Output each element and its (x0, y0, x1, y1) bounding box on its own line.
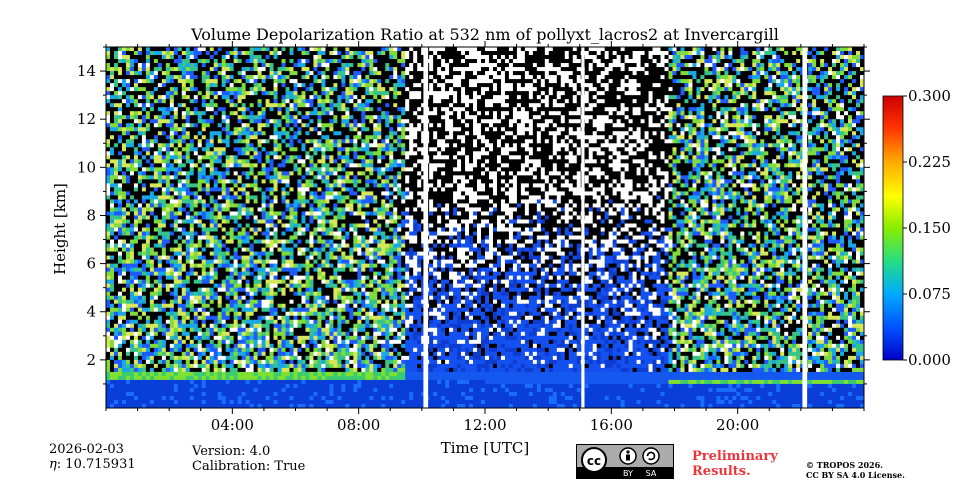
data-gap-3 (802, 47, 807, 408)
x-tick-label-04:00: 04:00 (211, 416, 254, 434)
footer-eta-value: : 10.715931 (57, 457, 136, 472)
colorbar-tick-label-0.300: 0.300 (908, 87, 951, 105)
copyright-line1: © TROPOS 2026. (806, 460, 905, 470)
colorbar-tick-label-0.000: 0.000 (908, 351, 951, 369)
cc-sa-label: SA (646, 469, 657, 478)
colorbar-tick-label-0.150: 0.150 (908, 219, 951, 237)
preliminary-notice: Preliminary Results. (692, 449, 778, 479)
prelim-line1: Preliminary (692, 449, 778, 464)
y-tick-label-12: 12 (77, 110, 96, 128)
x-tick-label-08:00: 08:00 (337, 416, 380, 434)
copyright-line2: CC BY SA 4.0 License. (806, 470, 905, 480)
footer-eta-symbol: η (49, 457, 57, 472)
chart-title: Volume Depolarization Ratio at 532 nm of… (0, 25, 960, 44)
footer-version: Version: 4.0 (192, 444, 305, 459)
y-tick-label-8: 8 (86, 206, 96, 224)
sa-sharealike-icon (643, 448, 659, 464)
x-axis-label: Time [UTC] (441, 439, 530, 457)
footer-version-block: Version: 4.0 Calibration: True (192, 444, 305, 474)
footer-eta: η: 10.715931 (49, 457, 136, 472)
cc-by-label: BY (623, 469, 633, 478)
prelim-line2: Results. (692, 464, 778, 479)
colorbar-ticks: 0.000 0.075 0.150 0.225 0.300 (903, 87, 951, 369)
cc-badge-graphic: cc BY SA (577, 445, 673, 478)
data-gap-1 (423, 47, 428, 408)
x-tick-label-12:00: 12:00 (463, 416, 506, 434)
colorbar (883, 96, 903, 360)
colorbar-tick-label-0.225: 0.225 (908, 153, 951, 171)
y-tick-label-4: 4 (86, 303, 96, 321)
y-tick-label-14: 14 (77, 62, 96, 80)
y-axis-label: Height [km] (51, 183, 69, 275)
x-tick-label-16:00: 16:00 (590, 416, 633, 434)
y-tick-label-10: 10 (77, 158, 96, 176)
colorbar-tick-label-0.075: 0.075 (908, 285, 951, 303)
y-tick-label-6: 6 (86, 255, 96, 273)
footer-date-block: 2026-02-03 η: 10.715931 (49, 442, 136, 472)
heatmap-plot-area (106, 47, 864, 408)
cc-license-badge: cc BY SA (576, 444, 674, 479)
y-tick-label-2: 2 (86, 351, 96, 369)
footer-date: 2026-02-03 (49, 442, 136, 457)
footer-calibration: Calibration: True (192, 459, 305, 474)
copyright-notice: © TROPOS 2026. CC BY SA 4.0 License. (806, 460, 905, 480)
data-gap-2 (581, 47, 584, 408)
x-tick-label-20:00: 20:00 (716, 416, 759, 434)
